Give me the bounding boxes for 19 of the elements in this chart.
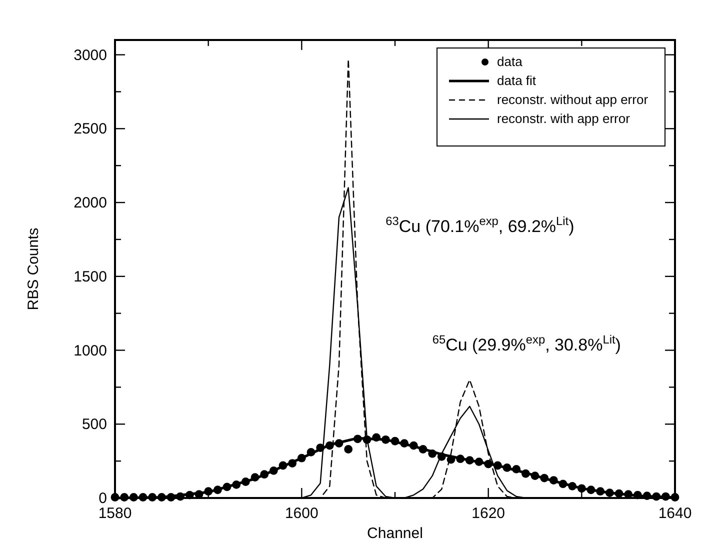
legend-label: reconstr. with app error	[497, 111, 631, 126]
y-tick-label: 2000	[74, 194, 107, 212]
x-axis-title: Channel	[367, 525, 423, 542]
legend-label: data	[497, 54, 524, 69]
x-tick-label: 1600	[284, 505, 318, 522]
y-tick-label: 3000	[74, 46, 107, 64]
legend-label: reconstr. without app error	[497, 92, 649, 107]
legend-label: data fit	[497, 73, 536, 88]
y-tick-label: 500	[82, 416, 107, 434]
x-tick-label: 1620	[472, 505, 506, 522]
y-axis-title: RBS Counts	[25, 228, 42, 310]
y-tick-label: 0	[98, 490, 107, 507]
x-tick-label: 1640	[658, 505, 692, 522]
x-tick-label: 1580	[98, 505, 132, 522]
annotation: $^{65}$Cu (29.9%$^{exp}$, 30.8%$^{Lit}$)	[432, 332, 621, 354]
y-tick-label: 2500	[74, 120, 107, 138]
y-tick-label: 1500	[74, 268, 107, 286]
annotation: $^{63}$Cu (70.1%$^{exp}$, 69.2%$^{Lit}$)	[386, 214, 574, 236]
y-tick-label: 1000	[74, 342, 107, 360]
